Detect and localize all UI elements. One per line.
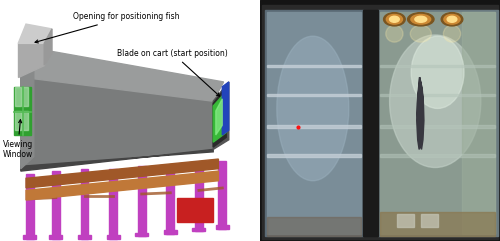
Bar <box>138 166 145 236</box>
Bar <box>80 169 88 239</box>
Polygon shape <box>18 24 52 43</box>
Bar <box>380 212 495 236</box>
Ellipse shape <box>441 13 463 26</box>
Ellipse shape <box>411 14 430 24</box>
Ellipse shape <box>384 13 405 26</box>
Bar <box>265 10 363 236</box>
Polygon shape <box>21 48 34 169</box>
Bar <box>192 228 205 231</box>
Bar <box>267 154 361 157</box>
Ellipse shape <box>386 25 403 42</box>
Polygon shape <box>21 48 224 101</box>
Polygon shape <box>44 29 52 65</box>
Bar <box>106 235 120 239</box>
Text: Opening for positioning fish: Opening for positioning fish <box>35 12 180 43</box>
Bar <box>462 12 495 234</box>
Polygon shape <box>213 92 226 142</box>
Bar <box>380 154 495 157</box>
Ellipse shape <box>447 16 457 22</box>
Bar <box>26 174 34 239</box>
Bar <box>50 235 62 239</box>
Polygon shape <box>213 82 229 149</box>
Bar <box>52 171 60 239</box>
Bar <box>380 94 495 96</box>
Ellipse shape <box>390 16 400 22</box>
Polygon shape <box>26 171 218 200</box>
Bar <box>421 214 438 227</box>
Bar <box>24 235 36 239</box>
Ellipse shape <box>386 14 402 24</box>
Bar <box>363 10 378 236</box>
Bar <box>267 125 361 128</box>
Bar <box>380 65 495 67</box>
Bar <box>166 166 174 234</box>
Bar <box>22 111 29 130</box>
Bar <box>22 87 29 106</box>
Bar <box>397 214 413 227</box>
Ellipse shape <box>277 36 349 181</box>
Bar <box>267 94 361 96</box>
Polygon shape <box>26 159 218 188</box>
Bar <box>135 233 148 236</box>
Ellipse shape <box>410 25 432 42</box>
Bar <box>378 10 498 236</box>
Ellipse shape <box>411 36 464 108</box>
Bar <box>78 235 91 239</box>
Polygon shape <box>18 43 44 77</box>
Polygon shape <box>216 99 222 135</box>
Bar <box>195 164 203 231</box>
Bar <box>15 111 22 130</box>
Polygon shape <box>416 77 424 149</box>
Text: Viewing
Window: Viewing Window <box>2 120 33 159</box>
Polygon shape <box>21 149 213 171</box>
Bar <box>267 217 361 236</box>
Polygon shape <box>222 82 229 135</box>
Bar <box>267 65 361 67</box>
Ellipse shape <box>408 13 434 26</box>
Polygon shape <box>213 87 226 147</box>
Bar <box>218 161 226 229</box>
Bar <box>267 12 361 234</box>
Polygon shape <box>21 77 213 169</box>
Ellipse shape <box>444 25 460 42</box>
Text: Blade on cart (start position): Blade on cart (start position) <box>117 48 228 96</box>
Bar <box>380 12 495 234</box>
Ellipse shape <box>444 14 460 24</box>
Bar <box>109 169 117 239</box>
Ellipse shape <box>415 16 426 22</box>
Bar <box>380 125 495 128</box>
Bar <box>177 198 213 222</box>
Bar <box>14 87 31 135</box>
Bar <box>216 225 229 229</box>
Bar <box>164 230 177 234</box>
Bar <box>15 87 22 106</box>
Ellipse shape <box>390 35 481 167</box>
